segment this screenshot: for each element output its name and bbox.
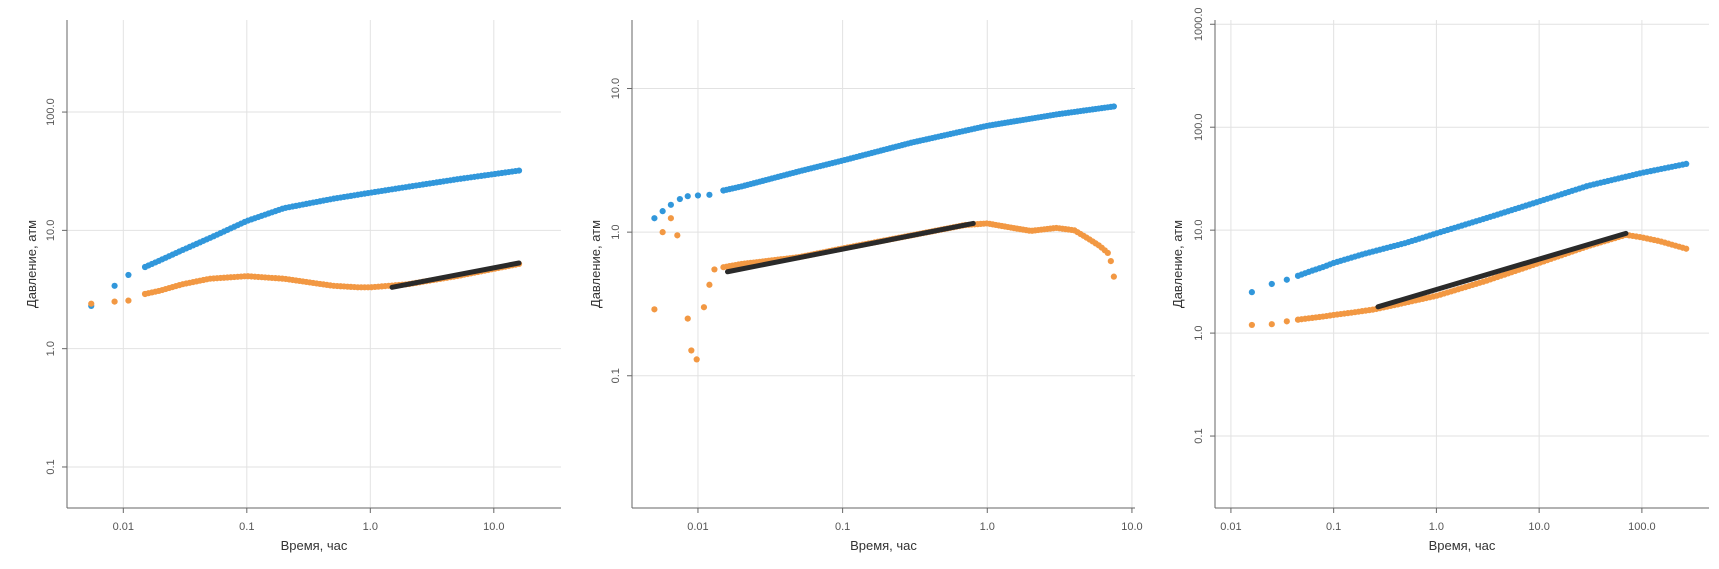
pressure-point: [667, 201, 674, 208]
y-tick-label: 10.0: [610, 78, 622, 99]
y-tick-label: 0.1: [45, 459, 57, 474]
pressure-point: [1248, 289, 1255, 296]
derivative-point: [706, 281, 713, 288]
x-axis-label: Время, час: [850, 538, 917, 553]
derivative-point: [1268, 321, 1275, 328]
pressure-series: [651, 103, 1117, 222]
y-tick-label: 1000.0: [1193, 7, 1205, 41]
x-tick-label: 10.0: [1528, 521, 1549, 533]
derivative-point: [711, 266, 718, 273]
x-tick-label: 0.01: [1220, 521, 1241, 533]
derivative-point: [667, 215, 674, 222]
derivative-point: [693, 356, 700, 363]
chart-panel-2: 0.01 0.1 1.0 10.0 0.1 1.0 10.0 Время, час Давлен…: [588, 20, 1143, 553]
pressure-point: [125, 271, 132, 279]
derivative-point: [1104, 249, 1111, 257]
derivative-point: [125, 297, 132, 304]
fit-line: [724, 220, 976, 275]
y-axis-label: Давление, атм: [24, 220, 39, 308]
pressure-point: [684, 193, 691, 200]
pressure-point: [651, 215, 658, 222]
y-tick-label: 1.0: [1193, 325, 1205, 340]
x-tick-label: 1.0: [363, 521, 378, 533]
pressure-point: [694, 192, 702, 199]
derivative-point: [1683, 245, 1690, 252]
chart-panel-1: 0.01 0.1 1.0 10.0 0.1 1.0 10.0 100.0 Время, час Д…: [24, 20, 561, 553]
x-axis-label: Время, час: [281, 538, 348, 553]
x-tick-label: 0.01: [113, 521, 134, 533]
y-tick-label: 100.0: [45, 98, 57, 126]
x-tick-label: 0.1: [239, 521, 254, 533]
pressure-point: [515, 167, 523, 174]
derivative-series: [88, 260, 523, 307]
derivative-point: [111, 298, 118, 305]
y-axis-label: Давление, атм: [588, 220, 603, 308]
pressure-series: [1248, 160, 1690, 296]
x-tick-label: 10.0: [483, 521, 504, 533]
pressure-point: [1268, 280, 1275, 288]
x-tick-label: 1.0: [1429, 521, 1444, 533]
derivative-point: [651, 306, 658, 313]
y-axis-label: Давление, атм: [1170, 220, 1185, 308]
derivative-point: [688, 347, 695, 354]
derivative-point: [88, 300, 95, 307]
y-tick-label: 0.1: [610, 368, 622, 383]
derivative-series: [651, 215, 1117, 363]
pressure-point: [1110, 103, 1117, 110]
pressure-point: [676, 195, 683, 203]
pressure-point: [706, 191, 713, 198]
x-tick-label: 0.01: [687, 521, 708, 533]
x-tick-label: 0.1: [1326, 521, 1341, 533]
pressure-point: [659, 208, 666, 215]
x-tick-label: 0.1: [835, 521, 850, 533]
x-axis-label: Время, час: [1429, 538, 1496, 553]
derivative-point: [684, 315, 691, 322]
derivative-point: [1110, 273, 1117, 280]
y-tick-label: 0.1: [1193, 428, 1205, 443]
pressure-series: [88, 167, 523, 309]
x-tick-label: 10.0: [1121, 521, 1142, 533]
y-tick-label: 100.0: [1193, 113, 1205, 141]
derivative-point: [674, 232, 681, 239]
pressure-point: [111, 282, 118, 289]
derivative-point: [1283, 318, 1290, 325]
pressure-point: [1683, 160, 1690, 168]
x-tick-label: 1.0: [980, 521, 995, 533]
derivative-point: [700, 304, 708, 311]
derivative-point: [1107, 257, 1114, 265]
derivative-point: [1248, 321, 1255, 329]
derivative-point: [659, 229, 666, 236]
y-tick-label: 1.0: [45, 341, 57, 356]
y-tick-label: 1.0: [610, 224, 622, 239]
pressure-point: [1283, 276, 1290, 283]
fit-line: [389, 260, 522, 290]
x-tick-label: 100.0: [1628, 521, 1656, 533]
fit-line: [1375, 230, 1629, 310]
chart-panel-3: 0.01 0.1 1.0 10.0 100.0 0.1 1.0 10.0 100.0 1000.0…: [1170, 7, 1709, 553]
y-tick-label: 10.0: [45, 220, 57, 241]
y-tick-label: 10.0: [1193, 219, 1205, 240]
